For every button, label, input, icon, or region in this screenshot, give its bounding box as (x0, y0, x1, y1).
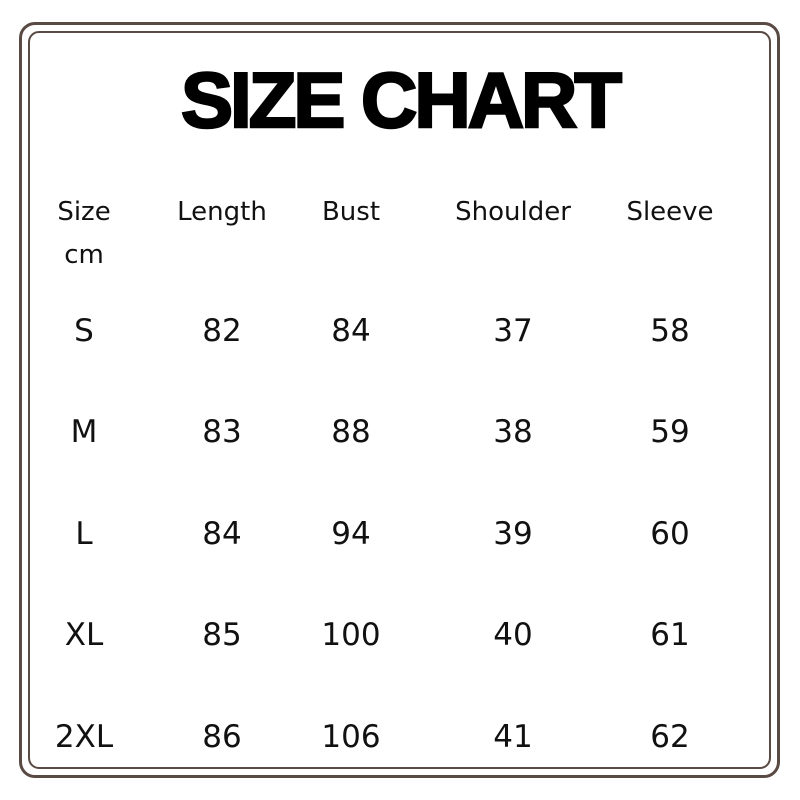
table-cell: 37 (493, 313, 533, 349)
table-cell: 39 (493, 516, 533, 552)
table-cell: 62 (650, 719, 690, 755)
table-cell: 61 (650, 617, 690, 653)
table-cell: 85 (202, 617, 242, 653)
table-cell: 40 (493, 617, 533, 653)
inner-border (28, 31, 771, 769)
table-cell: 82 (202, 313, 242, 349)
table-cell: 84 (202, 516, 242, 552)
page-title: SIZE CHART (180, 56, 624, 144)
size-label: 2XL (54, 719, 114, 755)
size-label: L (75, 516, 93, 552)
table-cell: 60 (650, 516, 690, 552)
table-cell: 38 (493, 414, 533, 450)
column-header: Size (57, 197, 111, 227)
table-cell: 88 (331, 414, 371, 450)
table-cell: 41 (493, 719, 533, 755)
size-label: XL (64, 617, 104, 653)
table-cell: 106 (321, 719, 381, 755)
table-cell: 84 (331, 313, 371, 349)
column-header: Length (177, 197, 267, 227)
table-cell: 59 (650, 414, 690, 450)
column-header: Bust (321, 197, 381, 227)
outer-border (19, 22, 780, 778)
size-label: S (74, 313, 94, 349)
unit-label: cm (64, 240, 104, 270)
table-cell: 58 (650, 313, 690, 349)
size-label: M (70, 414, 98, 450)
table-cell: 86 (202, 719, 242, 755)
column-header: Sleeve (626, 197, 714, 227)
table-cell: 94 (331, 516, 371, 552)
table-cell: 83 (202, 414, 242, 450)
column-header: Shoulder (455, 197, 571, 227)
table-cell: 100 (321, 617, 381, 653)
